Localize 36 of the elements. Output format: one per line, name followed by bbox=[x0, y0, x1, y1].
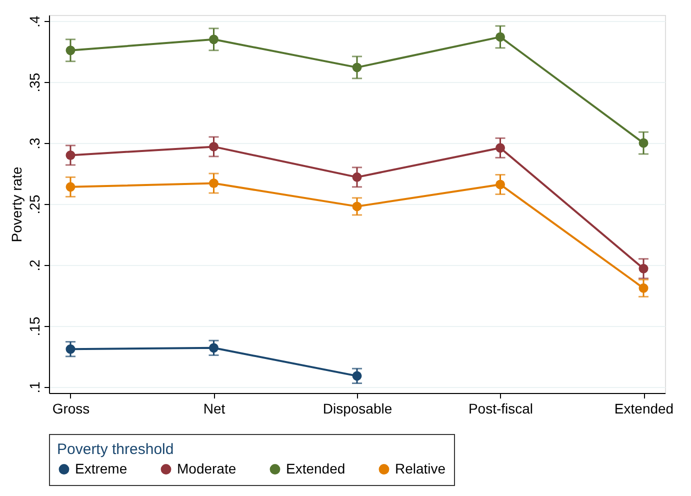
point bbox=[209, 343, 218, 353]
point bbox=[352, 202, 362, 212]
y-tick-label: .35 bbox=[26, 72, 42, 92]
legend-label: Moderate bbox=[177, 460, 236, 476]
point bbox=[352, 172, 362, 182]
x-tick-label: Disposable bbox=[322, 400, 392, 416]
y-tick-label: .4 bbox=[26, 16, 42, 28]
y-tick-label: .1 bbox=[26, 381, 42, 394]
point bbox=[496, 32, 505, 42]
y-tick-label: .3 bbox=[26, 137, 42, 150]
y-tick-label: .25 bbox=[26, 194, 42, 214]
point bbox=[66, 46, 76, 56]
x-tick-label: Post-fiscal bbox=[468, 400, 534, 416]
point bbox=[352, 62, 362, 72]
legend-label: Relative bbox=[395, 460, 446, 476]
point bbox=[496, 143, 505, 153]
legend-label: Extreme bbox=[75, 460, 128, 476]
x-tick-label: Gross bbox=[52, 400, 90, 416]
point bbox=[209, 34, 218, 44]
y-axis-title: Poverty rate bbox=[8, 166, 24, 242]
point bbox=[352, 371, 362, 381]
point bbox=[66, 182, 76, 192]
y-tick-label: .2 bbox=[26, 259, 42, 272]
point bbox=[638, 138, 648, 148]
point bbox=[209, 178, 218, 188]
legend-label: Extended bbox=[286, 460, 346, 476]
legend-title: Poverty threshold bbox=[57, 441, 174, 458]
point bbox=[496, 180, 505, 190]
y-tick-label: .15 bbox=[26, 316, 42, 336]
x-tick-label: Net bbox=[203, 400, 226, 416]
point bbox=[209, 142, 218, 152]
x-tick-label: Extended bbox=[614, 400, 674, 416]
point bbox=[66, 344, 76, 354]
point bbox=[638, 264, 648, 274]
point bbox=[638, 283, 648, 293]
point bbox=[66, 150, 76, 160]
